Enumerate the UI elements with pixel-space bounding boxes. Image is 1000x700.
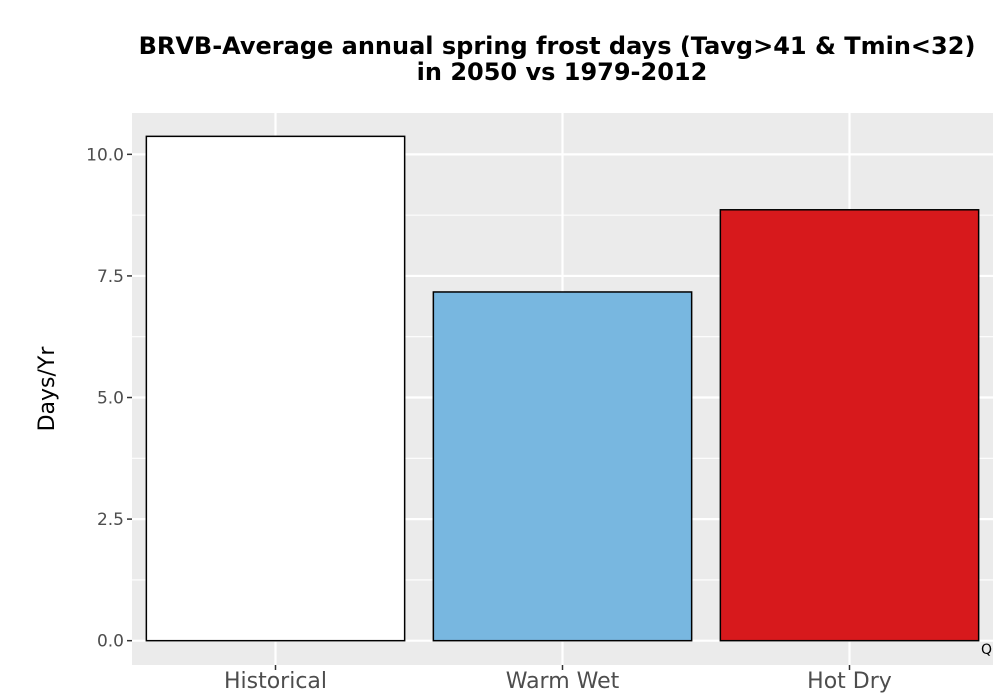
y-tick-label: 10.0 (86, 145, 124, 165)
y-tick-label: 0.0 (97, 632, 124, 652)
corner-annotation: Q (981, 642, 992, 658)
y-axis-ticks: 0.0 2.5 5.0 7.5 10.0 (86, 145, 132, 652)
x-tick-label: Hot Dry (807, 669, 892, 694)
chart-title-line2: in 2050 vs 1979-2012 (417, 58, 708, 86)
bar-warm-wet (432, 291, 693, 642)
y-axis-label: Days/Yr (35, 346, 60, 432)
chart-title-line1: BRVB-Average annual spring frost days (T… (139, 32, 976, 60)
x-tick-label: Warm Wet (506, 669, 620, 694)
y-tick-label: 5.0 (97, 389, 124, 409)
x-axis-ticks: Historical Warm Wet Hot Dry (224, 665, 892, 694)
bar-historical (145, 135, 406, 642)
x-tick-label: Historical (224, 669, 327, 694)
bar-hot-dry (719, 209, 980, 642)
bars-group (145, 135, 980, 642)
y-tick-label: 7.5 (97, 267, 124, 287)
y-tick-label: 2.5 (97, 510, 124, 530)
